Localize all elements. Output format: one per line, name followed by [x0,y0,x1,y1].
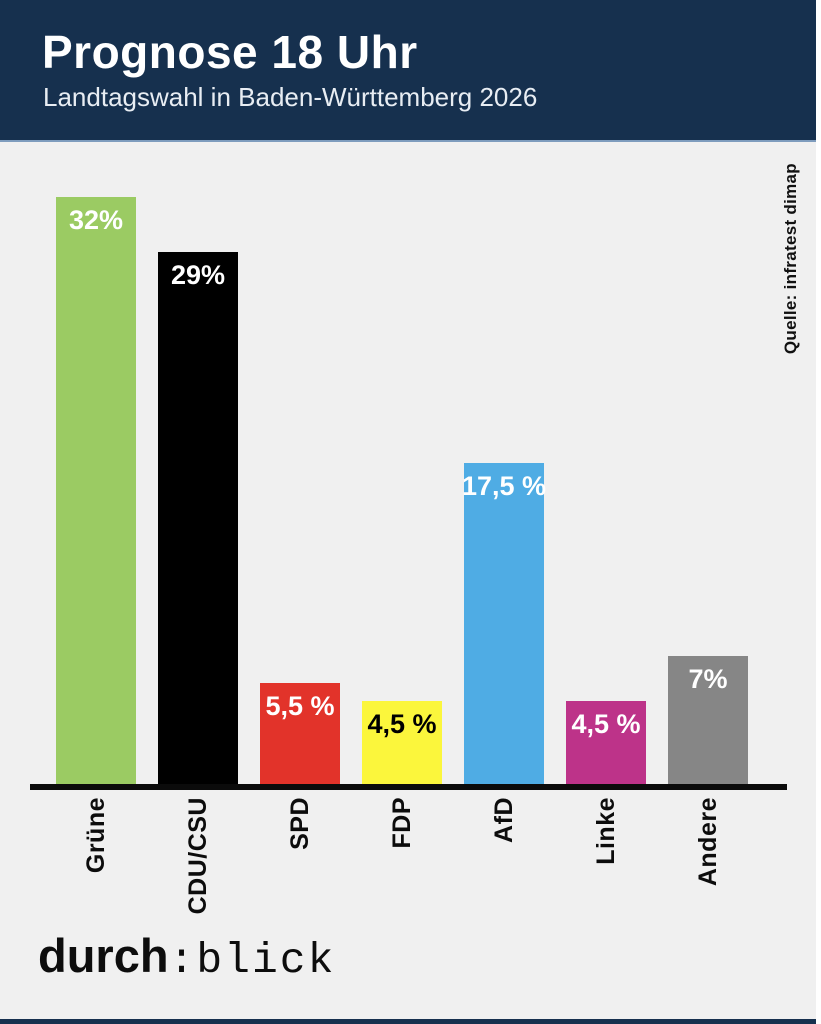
bar-value-label: 4,5 % [367,709,437,739]
bar-cdu-csu: 29% [158,252,238,784]
bar-value-label: 17,5 % [461,471,547,501]
x-axis-labels: Grüne CDU/CSU SPD FDP AfD Linke Andere [56,797,748,914]
bar-fdp: 4,5 % [362,701,442,784]
bottom-edge-strip [0,1019,821,1024]
x-label-afd: AfD [489,797,518,843]
logo-durchblick: durch:blick [38,928,335,985]
x-label-gruene: Grüne [81,797,110,874]
bar-gruene: 32% [56,197,136,784]
bar-andere: 7% [668,656,748,784]
x-axis-line [30,784,787,790]
logo-text-mono: :blick [168,936,336,985]
bar-value-label: 5,5 % [265,691,335,721]
x-label-spd: SPD [285,797,314,850]
right-edge-strip [816,0,821,1024]
header: Prognose 18 Uhr Landtagswahl in Baden-Wü… [0,0,821,142]
bar-linke: 4,5 % [566,701,646,784]
bar-value-label: 7% [688,664,728,694]
bar-afd: 17,5 % [461,463,547,784]
source-label: Quelle: infratest dimap [781,163,800,355]
bar-spd: 5,5 % [260,683,340,784]
bar-value-label: 4,5 % [571,709,641,739]
x-label-linke: Linke [591,797,620,865]
logo-text-bold: durch [38,929,169,982]
x-label-andere: Andere [693,797,722,887]
bar-value-label: 32% [68,205,124,235]
x-label-cdu-csu: CDU/CSU [183,797,212,915]
page-title: Prognose 18 Uhr [42,26,418,78]
bar-chart: 32% 29% 5,5 % 4,5 % 17,5 % 4,5 % 7% [56,197,748,784]
bar-value-label: 29% [170,260,226,290]
page-subtitle: Landtagswahl in Baden-Württemberg 2026 [43,82,538,113]
x-label-fdp: FDP [387,797,416,849]
